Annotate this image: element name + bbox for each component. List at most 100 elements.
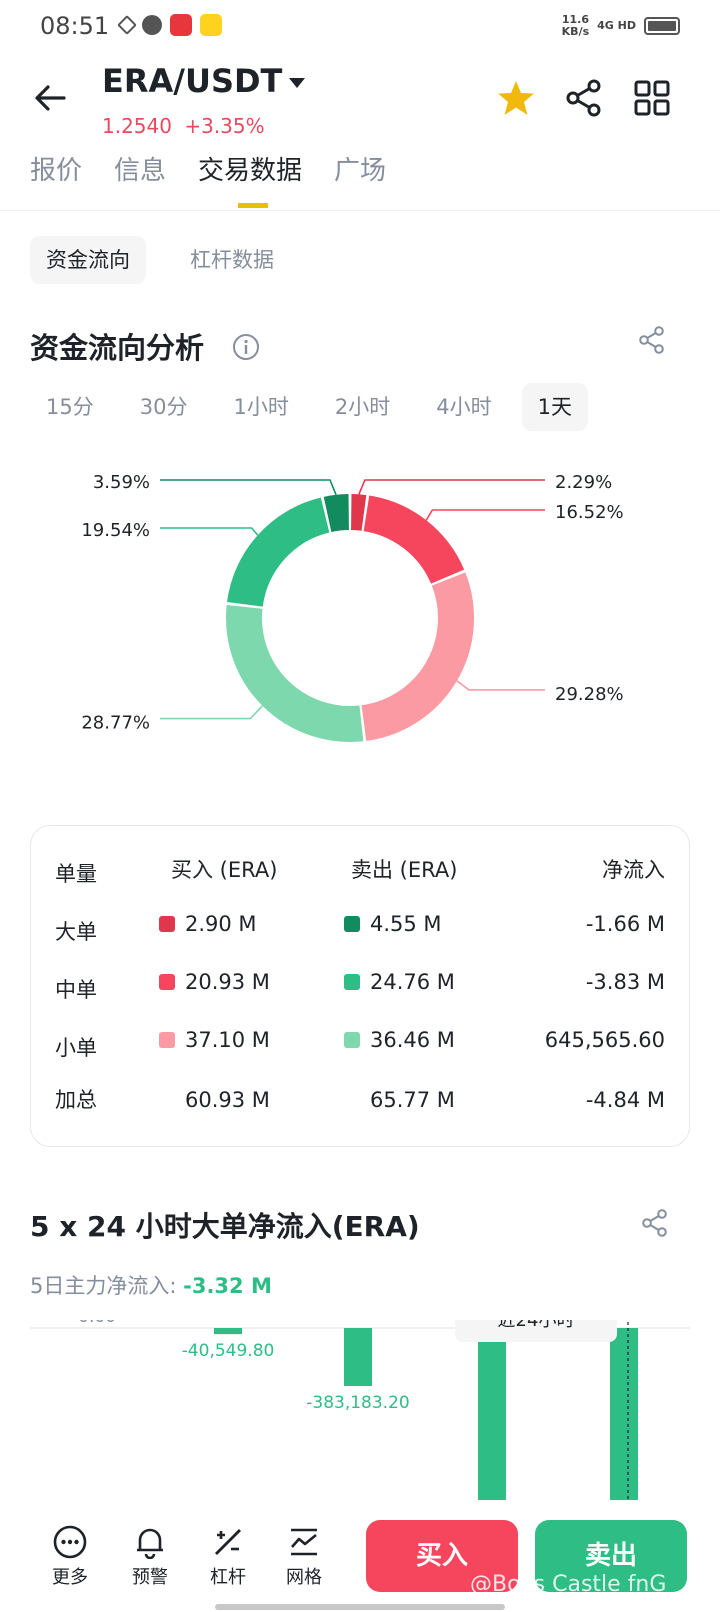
pie-label: 3.59% — [93, 472, 150, 493]
margin-button[interactable]: 杠杆 — [198, 1525, 258, 1589]
margin-label: 杠杆 — [210, 1567, 246, 1588]
pie-label: 28.77% — [81, 713, 150, 734]
alert-button[interactable]: 预警 — [120, 1525, 180, 1589]
section-title-large-order-inflow: 5 x 24 小时大单净流入(ERA) — [30, 1210, 420, 1243]
grid-menu-icon[interactable] — [632, 78, 672, 118]
battery-icon — [644, 17, 680, 35]
subtab-margin-data[interactable]: 杠杆数据 — [190, 248, 274, 272]
tooltip-text: 近24小时 — [498, 1320, 575, 1331]
share-icon[interactable] — [637, 325, 667, 355]
info-icon[interactable] — [232, 333, 260, 361]
net-inflow-label: 5日主力净流入: — [30, 1274, 177, 1298]
net-value: -3.83 M — [585, 970, 665, 994]
row-name: 小单 — [55, 1036, 97, 1060]
divider — [0, 210, 720, 211]
buy-value: 20.93 M — [185, 970, 270, 994]
pie-slice — [361, 572, 474, 741]
status-right: 11.6 KB/s 4G HD — [562, 14, 680, 38]
color-swatch — [344, 916, 360, 932]
color-swatch — [159, 1032, 175, 1048]
pie-slice — [227, 497, 330, 608]
period-15m[interactable]: 15分 — [46, 395, 94, 419]
star-icon[interactable] — [496, 78, 536, 118]
grid-trading-icon — [291, 1528, 317, 1556]
total-sell: 65.77 M — [370, 1088, 455, 1112]
tab-square[interactable]: 广场 — [334, 156, 387, 186]
sell-value: 4.55 M — [370, 912, 442, 936]
period-selector: 15分 30分 1小时 2小时 4小时 1天 — [30, 383, 588, 431]
period-1h[interactable]: 1小时 — [233, 395, 289, 419]
margin-icon — [215, 1529, 241, 1555]
color-swatch — [344, 1032, 360, 1048]
total-net: -4.84 M — [585, 1088, 665, 1112]
header-buy: 买入 (ERA) — [171, 858, 278, 882]
sell-cell: 4.55 M — [344, 912, 442, 936]
section-title-capital-flow: 资金流向分析 — [30, 331, 205, 365]
bar — [214, 1328, 242, 1335]
net-value: -1.66 M — [585, 912, 665, 936]
header-net-inflow: 净流入 — [602, 858, 665, 882]
tab-info[interactable]: 信息 — [114, 156, 167, 186]
pie-label: 2.29% — [555, 472, 612, 493]
status-time: 08:51 — [40, 12, 110, 40]
alert-label: 预警 — [132, 1567, 168, 1588]
period-4h[interactable]: 4小时 — [436, 395, 492, 419]
app-notification-icon — [142, 15, 162, 35]
share-icon[interactable] — [564, 78, 604, 118]
period-2h[interactable]: 2小时 — [334, 395, 391, 419]
period-1d[interactable]: 1天 — [521, 383, 588, 431]
app-notification-icon — [117, 15, 137, 35]
main-tabs: 报价 信息 交易数据 广场 — [30, 150, 386, 187]
total-label: 加总 — [55, 1088, 97, 1112]
more-label: 更多 — [52, 1567, 88, 1588]
sell-cell: 36.46 M — [344, 1028, 455, 1052]
grid-trading-label: 网格 — [286, 1567, 322, 1588]
pie-leader-line — [358, 479, 545, 495]
pie-slice — [226, 604, 364, 742]
active-tab-indicator — [238, 203, 268, 208]
pie-label: 29.28% — [555, 684, 624, 705]
tab-trading-data[interactable]: 交易数据 — [198, 156, 303, 186]
row-name: 大单 — [55, 920, 97, 944]
buy-button[interactable]: 买入 — [366, 1520, 518, 1592]
network-indicator: 4G HD — [597, 19, 636, 32]
last-price: 1.2540 — [102, 114, 172, 138]
bar — [478, 1328, 506, 1500]
sell-button[interactable]: 卖出 — [535, 1520, 687, 1592]
buy-value: 37.10 M — [185, 1028, 270, 1052]
share-icon[interactable] — [640, 1208, 670, 1238]
more-button[interactable]: 更多 — [40, 1525, 100, 1589]
header-sell: 卖出 (ERA) — [351, 858, 458, 882]
app-notification-icon — [200, 14, 222, 36]
total-buy: 60.93 M — [185, 1088, 270, 1112]
sell-cell: 24.76 M — [344, 970, 455, 994]
bar — [610, 1328, 638, 1500]
pie-slice — [323, 494, 350, 533]
buy-value: 2.90 M — [185, 912, 257, 936]
bar-value-label: -383,183.20 — [306, 1393, 409, 1413]
color-swatch — [159, 974, 175, 990]
buy-cell: 2.90 M — [159, 912, 257, 936]
chevron-down-icon[interactable] — [286, 72, 308, 94]
price-change: +3.35% — [184, 114, 265, 138]
five-day-net-inflow: 5日主力净流入: -3.32 M — [30, 1270, 272, 1300]
back-arrow-icon[interactable] — [30, 78, 70, 118]
tab-quote[interactable]: 报价 — [30, 156, 83, 186]
capital-flow-table: 单量 买入 (ERA) 卖出 (ERA) 净流入 大单 2.90 M 4.55 … — [30, 825, 690, 1147]
capital-flow-donut-chart: 2.29% 16.52% 29.28% 28.77% 19.54% 3.59% — [81, 472, 624, 742]
color-swatch — [344, 974, 360, 990]
subtab-capital-flow[interactable]: 资金流向 — [30, 236, 146, 284]
net-inflow-value: -3.32 M — [183, 1274, 272, 1298]
pie-leader-line — [160, 705, 264, 720]
grid-trading-button[interactable]: 网格 — [274, 1525, 334, 1589]
period-30m[interactable]: 30分 — [139, 395, 188, 419]
app-notification-icon — [170, 14, 192, 36]
pie-slice — [363, 495, 465, 585]
color-swatch — [159, 916, 175, 932]
header-order-size: 单量 — [55, 862, 97, 886]
bell-icon — [137, 1528, 163, 1559]
bar — [344, 1328, 372, 1386]
net-value: 645,565.60 — [544, 1028, 665, 1052]
pair-title[interactable]: ERA/USDT — [102, 62, 283, 100]
pie-label: 16.52% — [555, 502, 624, 523]
